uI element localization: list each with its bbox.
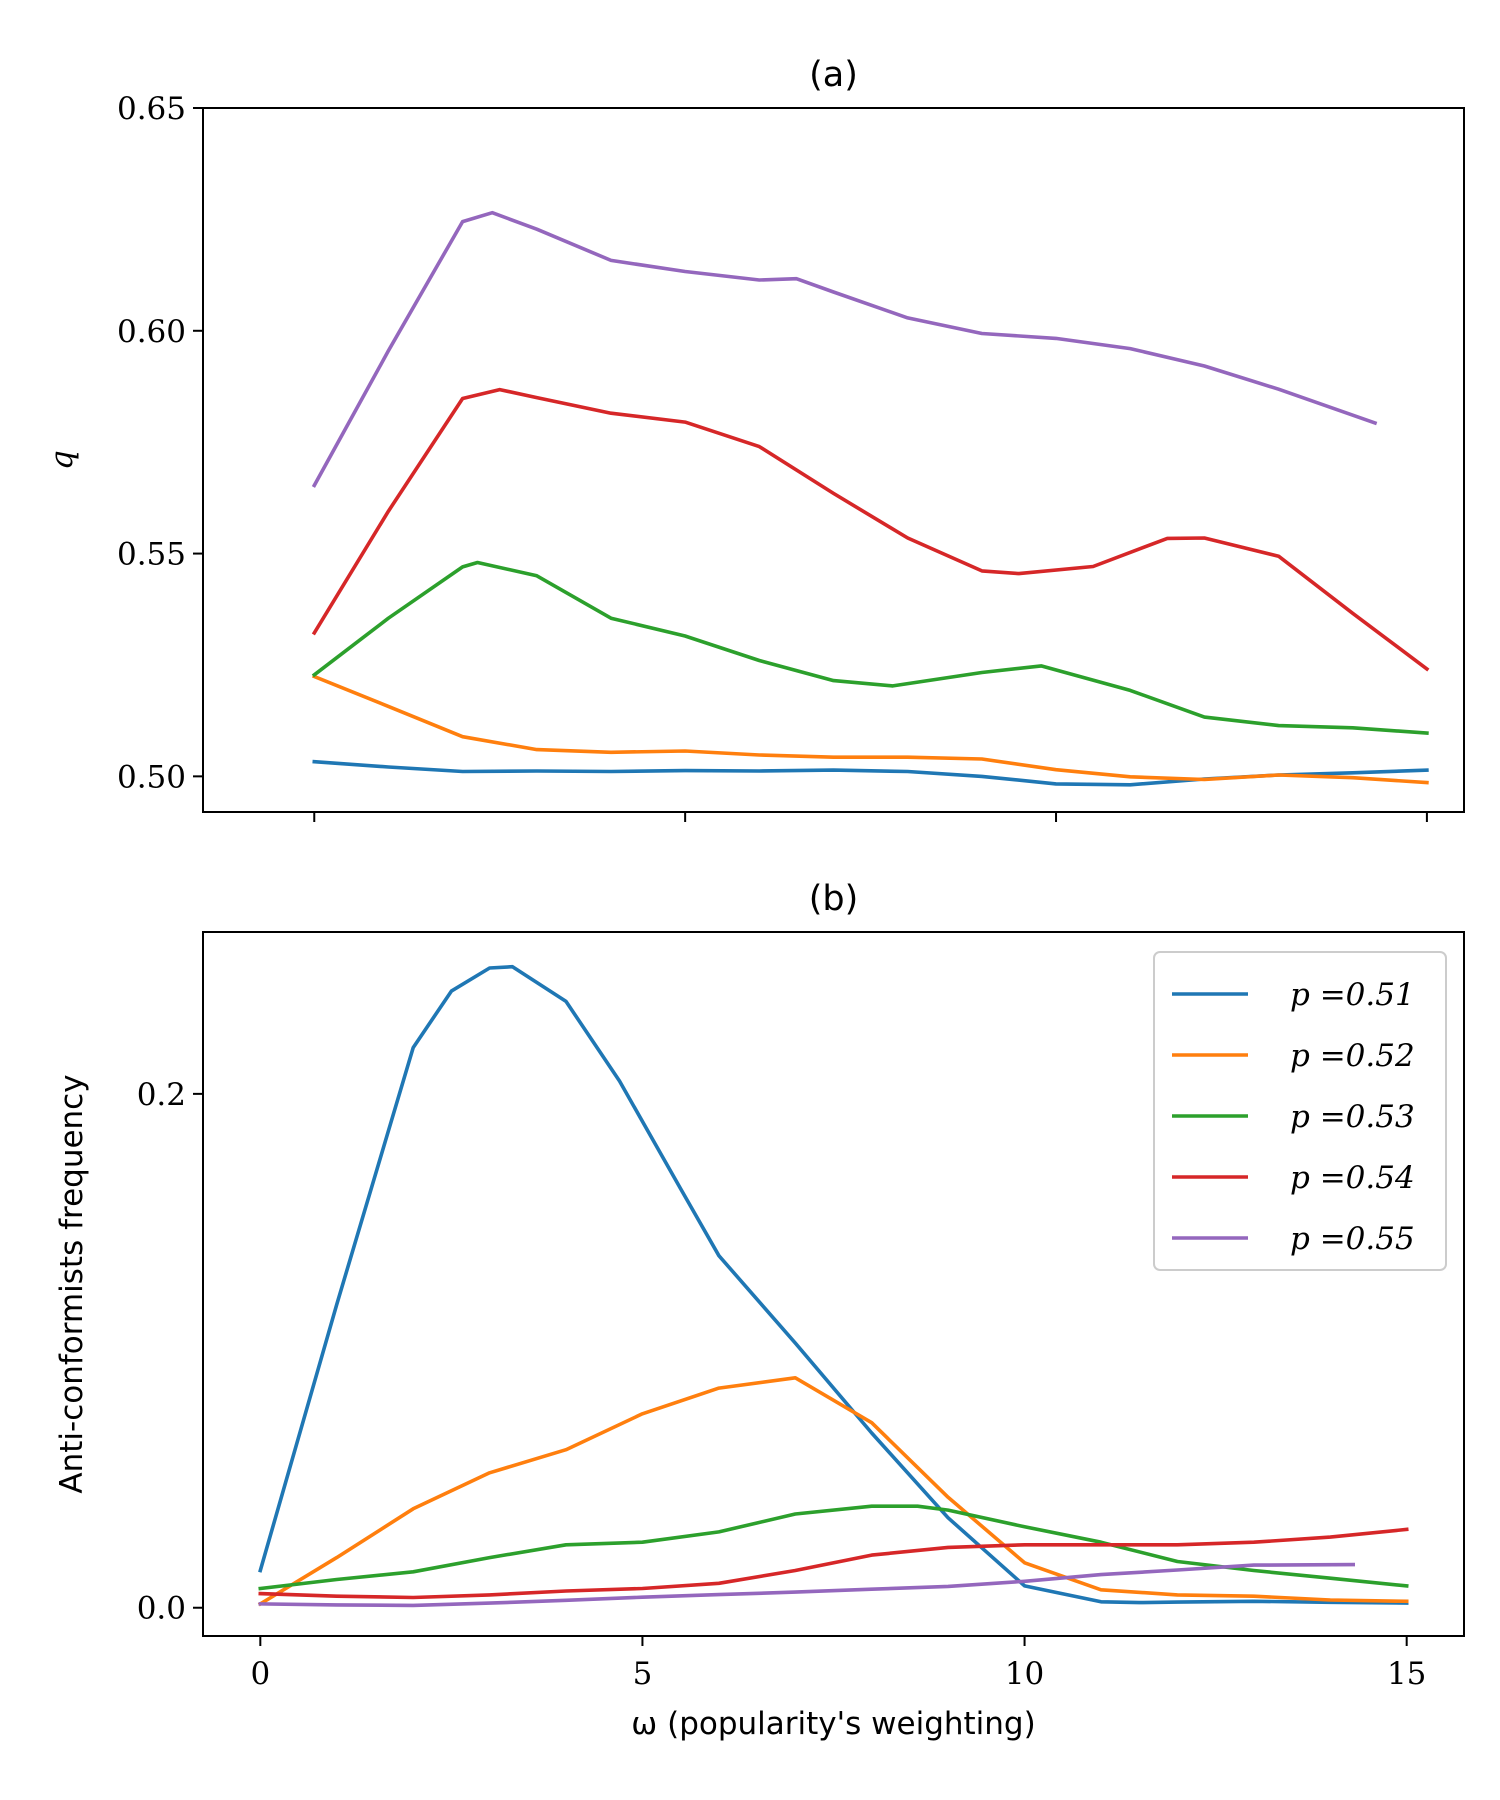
legend-entry: p =0.55 (1290, 1221, 1415, 1257)
chart-title: (a) (809, 55, 858, 95)
series-line-053 (258, 1504, 1409, 1591)
series-group (311, 210, 1430, 787)
series-line-051 (258, 964, 1409, 1605)
series-line-055 (311, 210, 1378, 488)
y-tick-label: 0.60 (117, 314, 186, 350)
x-tick-label: 5 (633, 1656, 653, 1692)
y-tick-label: 0.50 (117, 759, 186, 795)
legend-entry: p =0.52 (1290, 1038, 1415, 1074)
y-tick-label: 0.65 (117, 91, 186, 127)
x-tick-label: 15 (1387, 1656, 1426, 1692)
legend-box (1153, 951, 1447, 1271)
x-axis-label: ω (popularity's weighting) (631, 1706, 1035, 1742)
series-line-054 (311, 387, 1430, 672)
plot-frame (202, 107, 1465, 813)
plot-frame (202, 931, 1465, 1637)
y-tick-label: 0.55 (117, 537, 186, 573)
series-line-054 (258, 1527, 1409, 1600)
legend-entry: p =0.54 (1290, 1160, 1415, 1196)
legend-entry: p =0.53 (1290, 1099, 1415, 1135)
panel-b: 0 5 10 15 0.0 0.2 (b) Anti-conformists frequenc… (54, 879, 1465, 1742)
x-tick-label: 0 (250, 1656, 270, 1692)
legend: p =0.51 p =0.52 p =0.53 p =0.54 p =0.55 (1153, 951, 1447, 1271)
series-group (257, 964, 1409, 1608)
series-line-052 (257, 1376, 1409, 1607)
y-tick-label: 0.0 (137, 1591, 186, 1627)
y-axis-label: Anti-conformists frequency (54, 1074, 90, 1493)
series-line-053 (311, 560, 1429, 736)
x-tick-label: 10 (1005, 1656, 1044, 1692)
legend-entry: p =0.51 (1290, 977, 1415, 1013)
panel-a: 0.50 0.55 0.60 0.65 (a) q (44, 55, 1465, 822)
series-line-055 (258, 1562, 1356, 1608)
series-line-052 (311, 674, 1429, 785)
chart-title: (b) (809, 879, 859, 919)
y-tick-label: 0.2 (137, 1077, 186, 1113)
y-axis-label: q (44, 450, 80, 470)
